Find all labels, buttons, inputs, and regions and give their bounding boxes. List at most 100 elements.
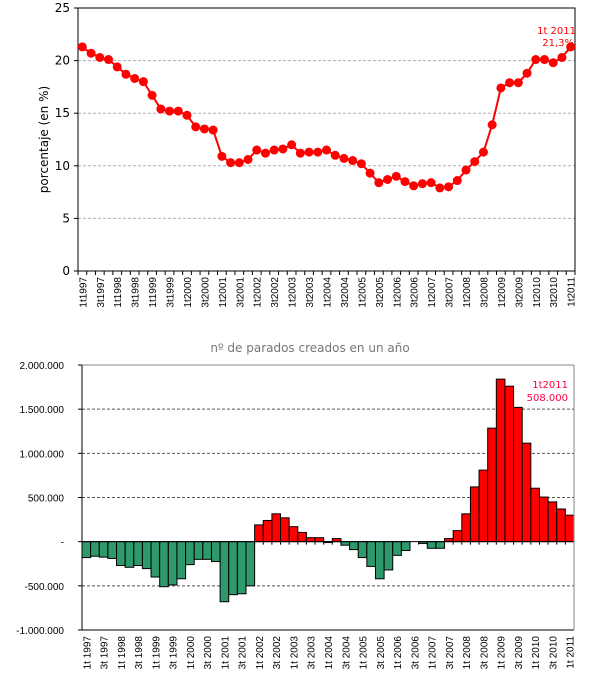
x-tick-label: 3t2000 — [200, 277, 211, 308]
bar — [469, 486, 480, 543]
data-point — [252, 145, 262, 155]
data-point — [539, 55, 549, 65]
bar — [176, 541, 187, 580]
bar — [271, 513, 282, 543]
y-tick-label: 2.000.000 — [20, 361, 65, 372]
x-tick-label: 3t 1998 — [134, 636, 145, 670]
bar — [124, 541, 135, 568]
bar — [219, 541, 230, 603]
bar — [81, 541, 92, 559]
x-tick-label: 1t 2002 — [255, 636, 266, 670]
data-point — [435, 183, 445, 193]
x-tick-label: 3t 1997 — [100, 636, 111, 670]
bar — [435, 541, 446, 549]
data-point — [191, 122, 201, 132]
bar — [392, 541, 402, 556]
bar — [478, 469, 489, 543]
x-tick-label: 3t 2009 — [514, 636, 525, 670]
bar — [564, 514, 575, 543]
data-point — [234, 158, 244, 168]
bar — [504, 385, 515, 543]
x-tick-label: 3t2009 — [514, 277, 525, 308]
data-point — [322, 145, 331, 155]
bar — [513, 406, 523, 543]
x-tick-label: 1t2010 — [532, 277, 543, 308]
x-tick-label: 1t2001 — [218, 277, 229, 308]
x-tick-label: 1t 2001 — [220, 636, 231, 670]
x-tick-label: 1t2006 — [392, 277, 403, 308]
annotation-value: 21,3% — [542, 38, 574, 49]
data-point — [313, 147, 323, 157]
bar — [495, 378, 506, 543]
annotation-period: 1t 2011 — [537, 26, 576, 37]
x-tick-label: 1t2002 — [253, 277, 264, 308]
data-point — [243, 154, 253, 164]
x-tick-label: 3t1998 — [131, 277, 142, 308]
y-tick-label: 500.000 — [28, 494, 65, 505]
data-point — [470, 157, 480, 167]
x-tick-label: 3t 2008 — [479, 636, 490, 670]
x-tick-label: 1t 2010 — [531, 636, 542, 670]
x-tick-label: 3t 2002 — [272, 636, 283, 670]
data-point — [444, 182, 454, 192]
x-tick-label: 1t 2009 — [497, 636, 508, 670]
data-point — [383, 174, 393, 184]
y-tick-label: 0 — [62, 264, 70, 278]
data-point — [173, 106, 183, 116]
data-point — [417, 179, 427, 189]
bar — [400, 541, 411, 552]
x-tick-label: 3t 2004 — [341, 636, 352, 670]
data-point — [260, 148, 270, 158]
bar — [150, 541, 161, 578]
x-tick-label: 3t2004 — [340, 277, 351, 308]
data-point — [339, 153, 349, 163]
data-point — [531, 55, 541, 65]
bar — [228, 541, 238, 596]
series-line — [81, 46, 572, 189]
data-point — [156, 104, 166, 114]
data-point — [356, 159, 366, 169]
x-tick-label: 3t2007 — [445, 277, 456, 308]
new-unemployed-chart: nº de parados creados en un año-1.000.00… — [16, 341, 577, 669]
x-tick-label: 3t2010 — [549, 277, 560, 308]
data-point — [182, 110, 192, 120]
x-tick-label: 3t2003 — [305, 277, 316, 308]
data-point — [77, 42, 87, 52]
bar — [236, 541, 247, 595]
bar — [288, 526, 299, 543]
bar — [167, 541, 178, 586]
data-point — [165, 106, 175, 116]
y-tick-label: 10 — [55, 159, 70, 173]
x-tick-label: 3t2002 — [270, 277, 281, 308]
data-point — [522, 68, 532, 78]
data-point — [199, 124, 209, 134]
bar — [374, 541, 385, 580]
data-point — [426, 178, 436, 188]
data-point — [365, 168, 375, 178]
data-point — [566, 42, 576, 52]
x-tick-label: 3t2001 — [235, 277, 246, 308]
x-tick-label: 3t 2003 — [307, 636, 318, 670]
x-tick-label: 1t2004 — [323, 277, 334, 308]
bar — [349, 541, 359, 551]
data-point — [513, 78, 523, 88]
x-tick-label: 1t2009 — [497, 277, 508, 308]
bar — [538, 496, 549, 543]
bar — [210, 541, 221, 563]
data-point — [348, 156, 358, 166]
bar — [245, 541, 256, 587]
data-point — [86, 48, 96, 58]
y-tick-label: 15 — [55, 106, 70, 120]
bar — [340, 541, 351, 546]
bar — [159, 541, 169, 588]
data-point — [304, 147, 314, 157]
x-tick-label: 1t 2008 — [462, 636, 473, 670]
data-point — [217, 151, 227, 161]
data-point — [496, 83, 506, 93]
data-point — [269, 145, 279, 155]
annotation-value: 508.000 — [527, 393, 568, 404]
data-point — [330, 150, 340, 160]
data-point — [557, 52, 567, 62]
data-point — [295, 148, 305, 158]
